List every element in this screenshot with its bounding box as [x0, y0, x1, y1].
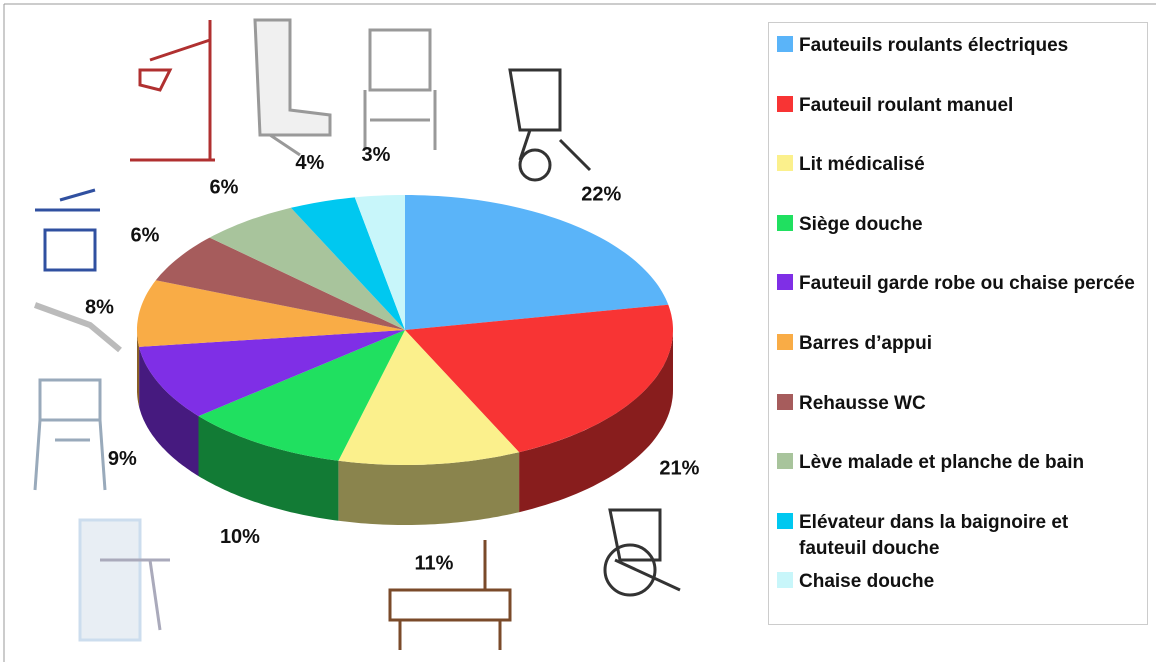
- data-label: 9%: [108, 448, 137, 470]
- legend-item: Rehausse WC: [777, 391, 1137, 417]
- slice: [338, 330, 520, 465]
- data-label: 6%: [130, 225, 159, 247]
- data-label: 21%: [659, 458, 699, 480]
- legend: Fauteuils roulants électriques Fauteuil r…: [768, 22, 1148, 625]
- legend-item: Barres d’appui: [777, 331, 1137, 357]
- legend-item: Lève malade et planche de bain: [777, 450, 1137, 476]
- legend-label: Siège douche: [799, 213, 923, 235]
- legend-item: Fauteuils roulants électriques: [777, 33, 1137, 59]
- data-label: 8%: [85, 296, 114, 318]
- legend-swatch: [777, 36, 793, 52]
- legend-label: Elévateur dans la baignoire et fauteuil …: [799, 511, 1069, 559]
- slice: [137, 280, 405, 347]
- legend-label: Fauteuils roulants électriques: [799, 35, 1069, 56]
- slice-side: [139, 346, 199, 477]
- legend-item: Elévateur dans la baignoire et fauteuil …: [777, 510, 1137, 562]
- legend-label: Lève malade et planche de bain: [799, 452, 1085, 474]
- slice: [209, 207, 405, 330]
- slice: [198, 330, 405, 461]
- data-label: 4%: [295, 152, 324, 174]
- legend-label: Chaise douche: [799, 571, 935, 593]
- legend-label: Fauteuil garde robe ou chaise percée: [799, 273, 1135, 295]
- legend-item: Siège douche: [777, 212, 1137, 238]
- legend-swatch: [777, 274, 793, 291]
- legend-swatch: [777, 393, 793, 410]
- legend-item: Fauteuil garde robe ou chaise percée: [777, 271, 1137, 297]
- slice-side: [137, 330, 140, 407]
- slice: [155, 237, 405, 330]
- data-label: 6%: [210, 177, 239, 199]
- legend-item: Chaise douche: [777, 569, 1137, 595]
- product-image: [33, 18, 681, 650]
- slice: [139, 330, 405, 417]
- legend-swatch: [777, 95, 793, 112]
- legend-swatch: [777, 155, 793, 172]
- data-label: 3%: [362, 144, 391, 166]
- slice-side: [198, 416, 339, 521]
- slice: [405, 195, 669, 330]
- legend-label: Lit médicalisé: [799, 154, 925, 176]
- legend-label: Rehausse WC: [799, 392, 926, 414]
- legend-label: Barres d’appui: [799, 333, 933, 354]
- legend-swatch: [777, 214, 793, 231]
- slice: [405, 304, 673, 453]
- data-label: 10%: [220, 526, 260, 548]
- legend-item: Fauteuil roulant manuel: [777, 93, 1137, 119]
- legend-label: Fauteuil roulant manuel: [799, 94, 1014, 116]
- slice-side: [338, 452, 520, 525]
- legend-swatch: [777, 453, 793, 470]
- legend-swatch: [777, 572, 793, 589]
- legend-swatch: [777, 512, 793, 529]
- slice: [290, 197, 405, 330]
- data-label: 22%: [581, 183, 621, 205]
- legend-item: Lit médicalisé: [777, 152, 1137, 178]
- slice-side: [519, 330, 673, 513]
- slice: [354, 195, 405, 330]
- legend-swatch: [777, 334, 793, 350]
- data-label: 11%: [415, 553, 454, 575]
